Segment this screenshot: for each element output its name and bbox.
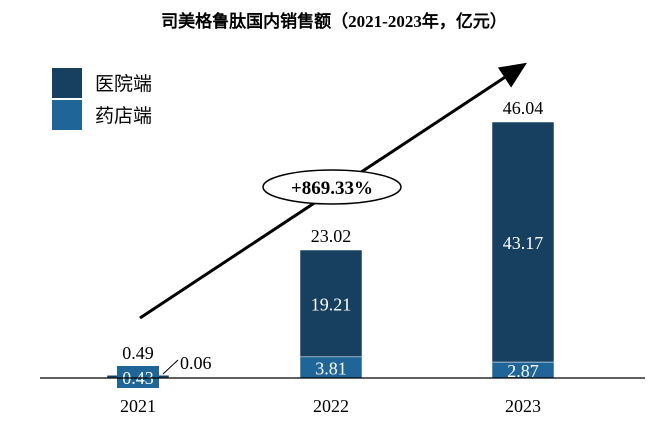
legend-swatch	[52, 100, 82, 130]
legend-label: 药店端	[95, 105, 152, 127]
total-value-label: 46.04	[503, 98, 544, 118]
bar-hospital	[491, 121, 555, 363]
bars: 0.430.060.4920213.8119.2123.0220222.8743…	[106, 98, 555, 416]
label-box	[117, 366, 159, 388]
chart-title: 司美格鲁肽国内销售额（2021-2023年，亿元）	[161, 11, 507, 31]
hospital-value-label: 43.17	[503, 233, 544, 253]
legend-label: 医院端	[95, 73, 152, 95]
hospital-value-label: 19.21	[311, 294, 352, 314]
total-value-label: 0.49	[122, 343, 154, 363]
pharmacy-value-label: 0.06	[180, 353, 212, 373]
pharmacy-value-label: 3.81	[315, 358, 347, 378]
growth-ellipse	[262, 169, 402, 205]
legend-swatch	[52, 68, 82, 98]
growth-annotation: +869.33%	[291, 178, 373, 199]
leader-line	[162, 359, 179, 375]
bar-hospital	[299, 249, 363, 358]
x-tick-label: 2023	[505, 396, 541, 416]
x-tick-label: 2021	[120, 396, 156, 416]
pharmacy-value-label: 2.87	[507, 361, 539, 381]
x-tick-label: 2022	[313, 396, 349, 416]
total-value-label: 23.02	[311, 226, 352, 246]
